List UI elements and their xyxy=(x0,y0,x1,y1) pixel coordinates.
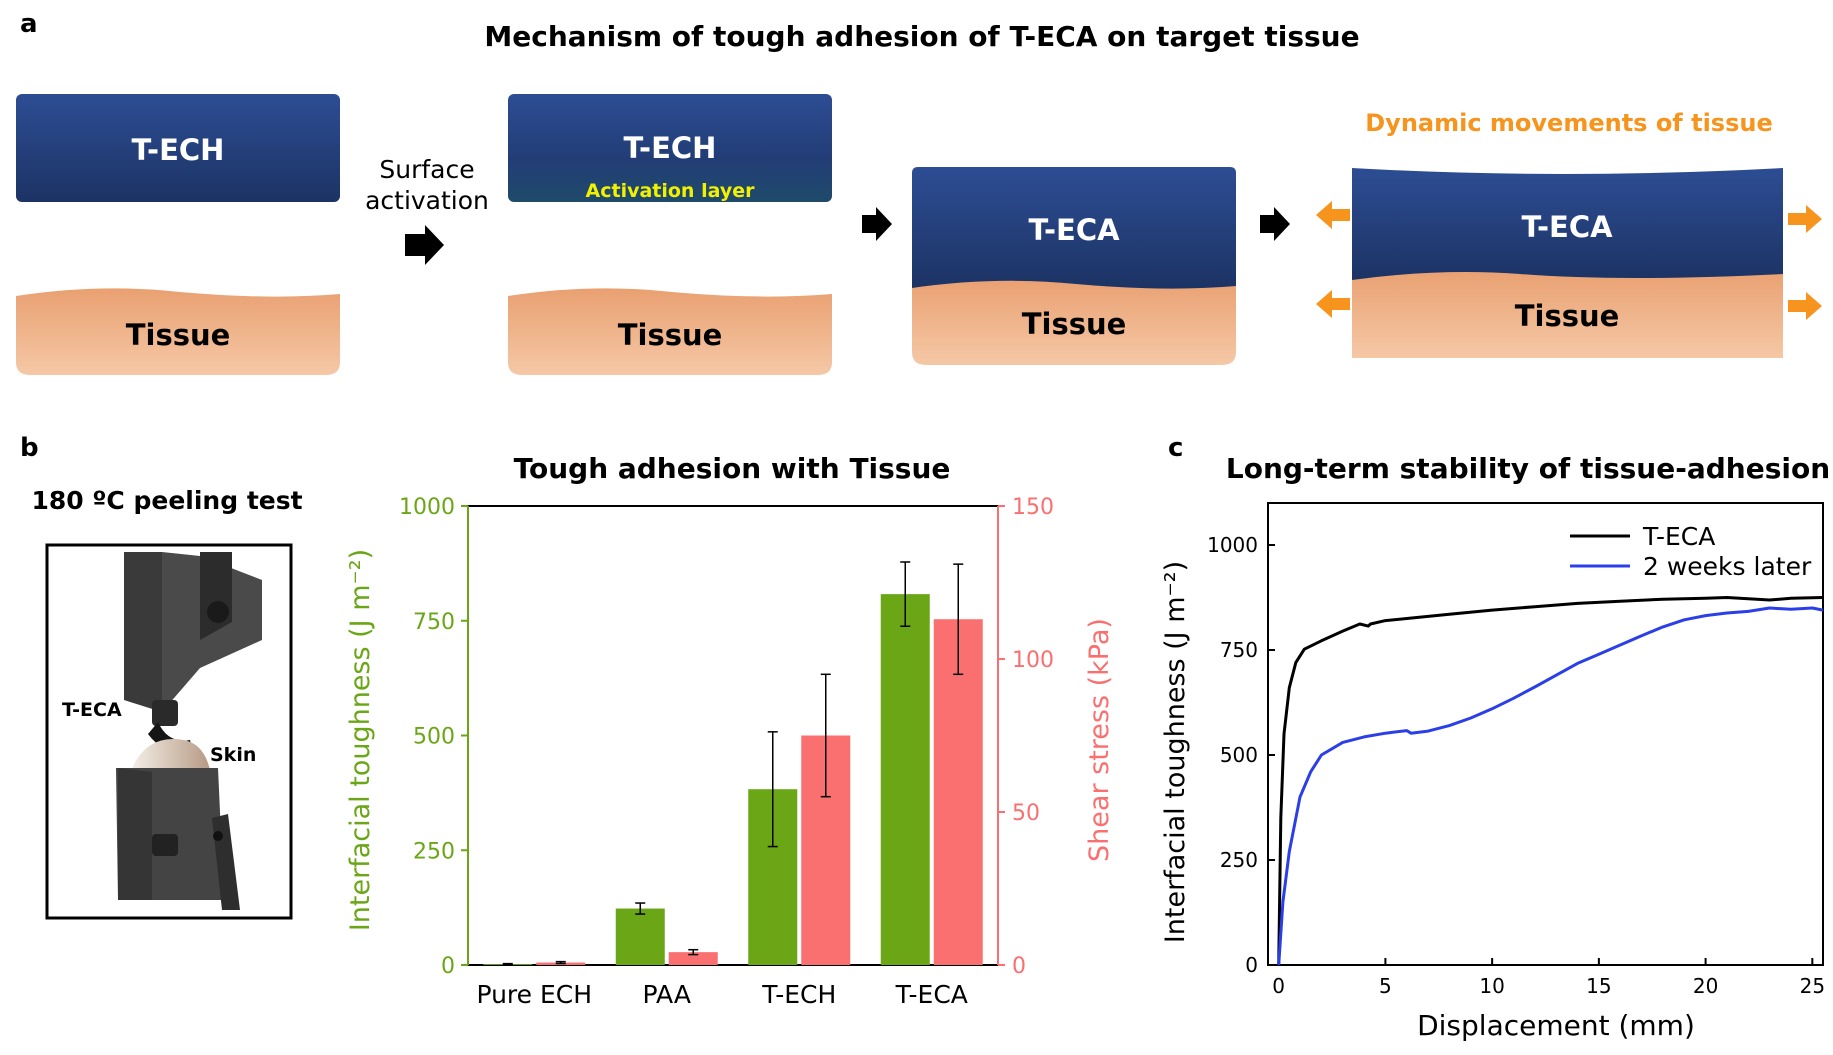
bar-chart-title: Tough adhesion with Tissue xyxy=(514,452,951,485)
gel-block-2 xyxy=(508,94,832,202)
line-xtick-label: 25 xyxy=(1800,974,1825,998)
gel-label-2: T-ECH xyxy=(624,131,717,165)
legend-label-0: T-ECA xyxy=(1642,522,1715,551)
line-ylabel: Interfacial toughness (J m⁻²) xyxy=(1160,561,1191,943)
bar-category-label: T-ECA xyxy=(895,980,968,1009)
bar-ytick-label: 0 xyxy=(441,954,455,979)
tissue-label-2: Tissue xyxy=(618,318,723,352)
line-xtick-label: 20 xyxy=(1693,974,1718,998)
stage-3: T-ECA Tissue xyxy=(912,167,1236,365)
tissue-block-4 xyxy=(1352,270,1783,358)
line-chart: Long-term stability of tissue-adhesion 0… xyxy=(1160,452,1830,1042)
bar-y2tick-label: 50 xyxy=(1012,801,1040,826)
tissue-block-1 xyxy=(16,288,340,375)
peeling-test-photo xyxy=(45,543,293,920)
stage-2: T-ECH Activation layer Tissue xyxy=(508,94,832,375)
bar-ytick-label: 250 xyxy=(413,839,455,864)
series-line-0 xyxy=(1277,596,1824,966)
photo-title: 180 ºC peeling test xyxy=(31,486,302,515)
line-ytick-label: 0 xyxy=(1245,953,1258,977)
bar-y2label: Shear stress (kPa) xyxy=(1084,618,1115,862)
line-xtick-label: 10 xyxy=(1479,974,1504,998)
bar-ytick-label: 1000 xyxy=(399,495,455,520)
activation-layer-label: Activation layer xyxy=(586,180,756,202)
step-arrow-2 xyxy=(862,207,892,241)
bar-category-label: PAA xyxy=(643,980,691,1009)
panel-c: c Long-term stability of tissue-adhesion… xyxy=(1160,433,1830,1042)
line-xtick-label: 5 xyxy=(1379,974,1392,998)
panel-a: a Mechanism of tough adhesion of T-ECA o… xyxy=(16,9,1822,375)
tissue-label-3: Tissue xyxy=(1022,307,1127,341)
bar-category-label: Pure ECH xyxy=(476,980,592,1009)
orange-arrow-upper-left xyxy=(1316,201,1350,229)
panel-a-title: Mechanism of tough adhesion of T-ECA on … xyxy=(484,20,1359,53)
bar-ytick-label: 500 xyxy=(413,725,455,750)
bar-category-label: T-ECH xyxy=(761,980,836,1009)
gel-label-3: T-ECA xyxy=(1028,213,1120,247)
line-ytick-label: 750 xyxy=(1220,638,1258,662)
orange-arrow-lower-right xyxy=(1788,292,1822,320)
step-label-line1: Surface xyxy=(379,155,474,184)
line-xtick-label: 15 xyxy=(1586,974,1611,998)
tissue-label-1: Tissue xyxy=(126,318,231,352)
line-ytick-label: 500 xyxy=(1220,743,1258,767)
legend-label-1: 2 weeks later xyxy=(1643,552,1812,581)
line-ytick-label: 250 xyxy=(1220,848,1258,872)
bar-y2tick-label: 150 xyxy=(1012,495,1054,520)
photo-label-gel: T-ECA xyxy=(62,699,122,721)
panel-b-letter: b xyxy=(20,433,39,463)
bar-chart-marks xyxy=(483,561,983,966)
gel-label-1: T-ECH xyxy=(132,133,225,167)
step-arrow-3 xyxy=(1260,207,1290,241)
bar-y2tick-label: 0 xyxy=(1012,954,1026,979)
line-chart-marks xyxy=(1277,596,1824,966)
photo-label-skin: Skin xyxy=(210,744,256,766)
step-arrow-1 xyxy=(405,225,444,265)
panel-a-letter: a xyxy=(20,9,38,39)
gel-block-1 xyxy=(16,94,340,202)
line-xlabel: Displacement (mm) xyxy=(1417,1009,1695,1042)
top-clamp xyxy=(124,552,162,712)
bar-toughness-1 xyxy=(615,908,665,965)
line-plot-frame xyxy=(1267,502,1824,966)
series-line-1 xyxy=(1277,606,1824,966)
line-ytick-label: 1000 xyxy=(1207,533,1258,557)
panel-c-letter: c xyxy=(1168,433,1183,463)
stage-4: Dynamic movements of tissue T-ECA Tissue xyxy=(1316,109,1822,358)
step-label-line2: activation xyxy=(365,186,489,215)
line-chart-title: Long-term stability of tissue-adhesion xyxy=(1226,452,1830,485)
stage-1: T-ECH Tissue xyxy=(16,94,340,375)
orange-arrow-upper-right xyxy=(1788,205,1822,233)
gel-block-4 xyxy=(1352,168,1783,280)
orange-arrow-lower-left xyxy=(1316,290,1350,318)
bar-y2tick-label: 100 xyxy=(1012,648,1054,673)
gel-block-3 xyxy=(912,167,1236,289)
bar-ylabel: Interfacial toughness (J m⁻²) xyxy=(345,549,376,931)
bar-ytick-label: 750 xyxy=(413,610,455,635)
dynamic-movements-label: Dynamic movements of tissue xyxy=(1365,109,1772,137)
panel-b: b 180 ºC peeling test T-ECA Skin Tou xyxy=(20,433,1115,1009)
bar-chart: Tough adhesion with Tissue 0250500750100… xyxy=(345,452,1115,1009)
gel-label-4: T-ECA xyxy=(1521,210,1613,244)
tissue-label-4: Tissue xyxy=(1515,299,1620,333)
tissue-block-2 xyxy=(508,288,832,375)
bar-shear-1 xyxy=(668,952,718,965)
bar-shear-3 xyxy=(933,619,983,965)
tissue-block-3 xyxy=(912,278,1236,365)
bar-toughness-3 xyxy=(880,594,930,965)
line-xtick-label: 0 xyxy=(1272,974,1285,998)
